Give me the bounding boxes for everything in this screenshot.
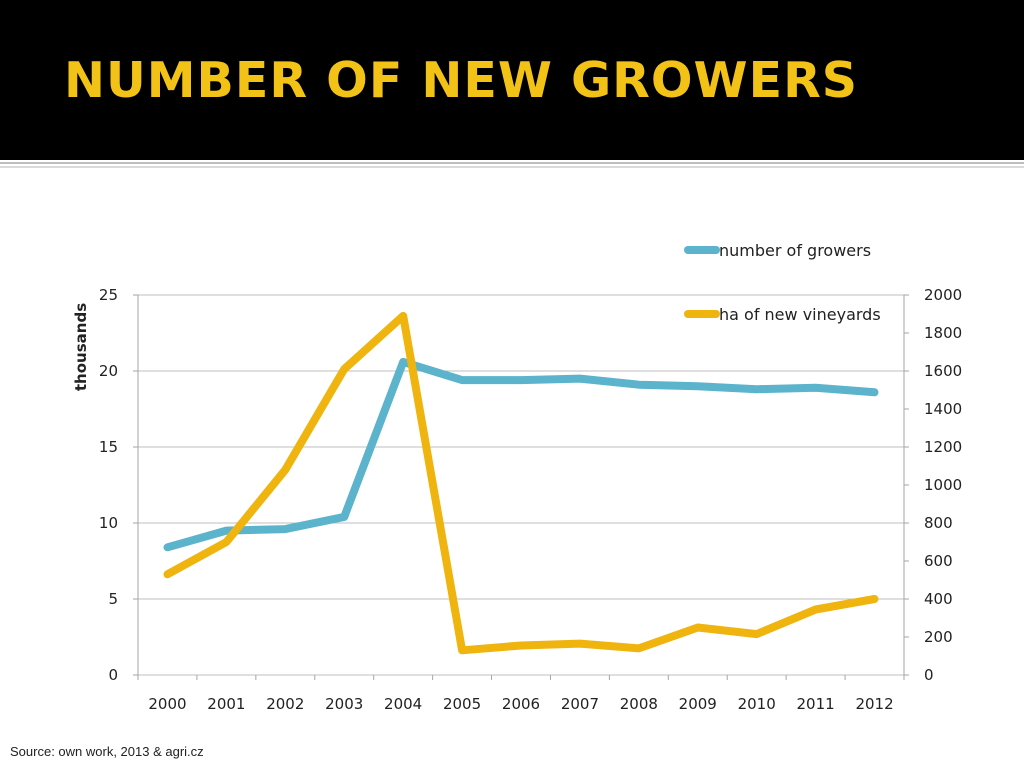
y-left-tick-label: 25 <box>99 286 118 304</box>
y-right-tick-label: 1000 <box>924 476 962 494</box>
gridlines <box>138 294 904 676</box>
x-tick-label: 2002 <box>266 695 304 713</box>
x-tick-label: 2009 <box>679 695 717 713</box>
y-right-tick-label: 200 <box>924 628 953 646</box>
x-tick-label: 2008 <box>620 695 658 713</box>
series-line-vineyards <box>163 311 879 655</box>
y-right-tick-label: 800 <box>924 514 953 532</box>
legend-vineyards: ha of new vineyards <box>684 305 881 324</box>
x-tick-label: 2005 <box>443 695 481 713</box>
y-left-tick-label: 0 <box>108 666 118 684</box>
x-tick-label: 2001 <box>207 695 245 713</box>
legend-growers: number of growers <box>684 241 871 260</box>
y-left-tick-label: 15 <box>99 438 118 456</box>
y-right-tick-label: 1600 <box>924 362 962 380</box>
y-right-tick-label: 400 <box>924 590 953 608</box>
series-line-growers <box>163 357 879 552</box>
y-right-tick-label: 0 <box>924 666 934 684</box>
legend: number of growers ha of new vineyards <box>684 241 881 324</box>
axes: 0 5 10 15 20 25 0 200 400 600 800 1000 1200 1400 1600 1… <box>72 286 962 713</box>
series-lines <box>163 311 879 655</box>
legend-label: ha of new vineyards <box>719 305 881 324</box>
x-tick-label: 2010 <box>738 695 776 713</box>
x-tick-label: 2004 <box>384 695 422 713</box>
y-right-tick-label: 1400 <box>924 400 962 418</box>
y-axis-title: thousands <box>72 303 90 391</box>
x-tick-label: 2011 <box>797 695 835 713</box>
x-tick-label: 2012 <box>855 695 893 713</box>
header-divider <box>0 162 1024 164</box>
slide-title: NUMBER OF NEW GROWERS <box>64 52 859 109</box>
header-bar: NUMBER OF NEW GROWERS <box>0 0 1024 160</box>
y-left-tick-label: 20 <box>99 362 118 380</box>
y-right-tick-label: 600 <box>924 552 953 570</box>
x-tick-label: 2000 <box>148 695 186 713</box>
y-left-tick-label: 10 <box>99 514 118 532</box>
x-tick-label: 2007 <box>561 695 599 713</box>
source-note: Source: own work, 2013 & agri.cz <box>10 744 204 759</box>
y-right-tick-label: 2000 <box>924 286 962 304</box>
y-left-tick-label: 5 <box>108 590 118 608</box>
x-tick-label: 2006 <box>502 695 540 713</box>
legend-label: number of growers <box>719 241 871 260</box>
x-tick-label: 2003 <box>325 695 363 713</box>
y-right-tick-label: 1200 <box>924 438 962 456</box>
header-divider-secondary <box>0 166 1024 168</box>
y-right-tick-label: 1800 <box>924 324 962 342</box>
